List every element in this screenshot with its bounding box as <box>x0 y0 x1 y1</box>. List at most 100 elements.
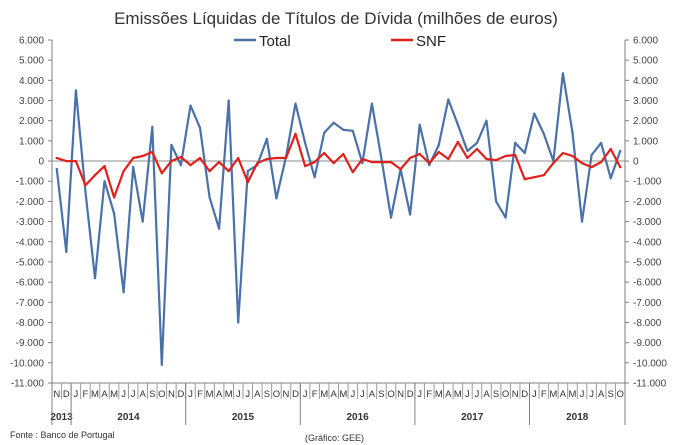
series-total-point <box>466 149 469 153</box>
legend: Total SNF <box>234 33 446 50</box>
right-tick-label: 4.000 <box>633 76 658 87</box>
month-label: M <box>435 389 443 400</box>
series-snf-point <box>265 157 268 161</box>
month-label: F <box>197 389 203 400</box>
month-label: A <box>331 389 338 400</box>
series-snf-point <box>237 156 240 160</box>
series-snf-point <box>351 171 354 174</box>
series-snf-point <box>342 152 345 156</box>
left-tick-label: -5.000 <box>16 257 45 268</box>
series-snf-point <box>55 156 58 160</box>
month-label: J <box>131 389 136 400</box>
series-snf-point <box>542 174 545 177</box>
series-snf-point <box>284 156 288 160</box>
left-tick-label: 1.000 <box>19 136 44 147</box>
left-tick-label: -3.000 <box>16 217 45 228</box>
month-label: M <box>339 389 347 400</box>
month-label: J <box>350 389 355 400</box>
right-tick-label: -1.000 <box>633 177 662 188</box>
series-snf-point <box>456 140 459 143</box>
series-snf-point <box>619 166 622 169</box>
left-tick-label: -7.000 <box>16 298 45 309</box>
series-snf-point <box>552 161 555 165</box>
series-total-point <box>494 200 498 203</box>
month-label: S <box>608 389 614 400</box>
series-total-point <box>294 102 297 105</box>
series-snf-point <box>571 154 574 158</box>
series-snf-point <box>151 150 154 154</box>
month-label: J <box>121 389 126 400</box>
left-tick-label: -1.000 <box>16 177 45 188</box>
series-snf-point <box>361 157 364 161</box>
series-total-point <box>561 72 565 75</box>
series-total-point <box>122 291 125 294</box>
series-snf-point <box>256 161 259 165</box>
month-label: S <box>378 389 384 400</box>
left-tick-label: 5.000 <box>19 56 44 67</box>
right-tick-label: -2.000 <box>633 197 662 208</box>
right-tick-label: 6.000 <box>633 36 658 47</box>
series-snf-point <box>447 157 450 161</box>
month-label: M <box>549 389 557 400</box>
series-total-point <box>179 163 183 167</box>
month-label: O <box>502 389 509 400</box>
series-snf-point <box>208 170 211 173</box>
month-label: J <box>360 389 365 400</box>
series-total-point <box>237 321 240 324</box>
month-label: N <box>168 389 175 400</box>
left-tick-label: 0 <box>38 157 44 168</box>
right-tick-label: -8.000 <box>633 318 662 329</box>
month-label: A <box>598 389 605 400</box>
series-snf-point <box>504 154 507 158</box>
series-snf-point <box>93 174 97 177</box>
series-total-point <box>84 190 87 193</box>
series-total-point <box>370 102 374 105</box>
month-label: N <box>512 389 519 400</box>
series-total-point <box>160 363 163 366</box>
series-snf-point <box>179 155 183 159</box>
right-tick-label: -11.000 <box>633 379 667 390</box>
series-total-point <box>323 131 326 134</box>
series-total-point <box>571 131 574 134</box>
month-label: M <box>206 389 214 400</box>
month-label: O <box>617 389 624 400</box>
series-snf <box>55 132 622 199</box>
left-tick-label: -2.000 <box>16 197 45 208</box>
series-total-point <box>218 227 221 230</box>
series-total-point <box>351 129 354 132</box>
series-total-point <box>428 163 431 167</box>
month-label: A <box>254 389 261 400</box>
series-total-point <box>332 121 335 124</box>
series-snf-point <box>494 158 498 162</box>
left-tick-label: -9.000 <box>16 338 45 349</box>
month-label: J <box>465 389 470 400</box>
month-label: N <box>397 389 404 400</box>
series-total-point <box>389 216 393 219</box>
month-label: M <box>91 389 99 400</box>
series-total-point <box>542 132 545 135</box>
series-snf-point <box>122 170 125 173</box>
month-label: O <box>387 389 394 400</box>
month-label: J <box>417 389 422 400</box>
series-total-point <box>303 141 307 144</box>
series-total <box>55 72 622 366</box>
month-label: A <box>101 389 108 400</box>
left-tick-label: -4.000 <box>16 237 45 248</box>
series-snf-point <box>84 184 87 187</box>
series-total-line <box>55 72 622 366</box>
month-label: J <box>580 389 585 400</box>
series-snf-point <box>141 154 144 158</box>
month-label: M <box>454 389 462 400</box>
right-tick-label: -5.000 <box>633 257 662 268</box>
series-snf-point <box>189 163 192 167</box>
month-label: A <box>140 389 147 400</box>
series-snf-point <box>533 176 536 179</box>
footnote-source: Fonte : Banco de Portugal <box>10 430 115 440</box>
month-label: J <box>188 389 193 400</box>
left-tick-label: -10.000 <box>10 358 44 369</box>
month-label: J <box>475 389 480 400</box>
axes: 6.000 6.000 5.000 5.000 4.000 4.000 3.000 3.000… <box>10 36 667 390</box>
series-snf-point <box>275 156 278 160</box>
month-label: J <box>236 389 241 400</box>
